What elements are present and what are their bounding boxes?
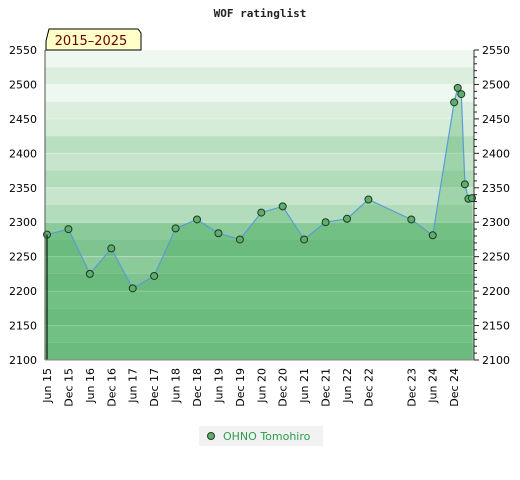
y-tick-label-right: 2500 xyxy=(482,78,510,91)
data-point-2025-02 xyxy=(457,90,466,99)
data-point-2021-06 xyxy=(300,235,309,244)
data-point-2025-03 xyxy=(460,180,469,189)
y-tick-label-right: 2400 xyxy=(482,147,510,160)
x-tick-label: Dec 21 xyxy=(320,368,333,407)
x-tick-label: Jun 17 xyxy=(127,368,140,404)
x-axis-labels: Jun 15 Dec 15 Jun 16 Dec 16 Jun 17 Dec 17 Jun … xyxy=(41,368,461,407)
period-badge: 2015–2025 xyxy=(45,28,142,51)
x-tick-label: Jun 18 xyxy=(170,368,183,404)
y-tick-label-left: 2550 xyxy=(9,44,37,57)
x-tick-label: Jun 19 xyxy=(212,368,225,404)
band xyxy=(45,153,474,171)
band xyxy=(45,50,474,68)
y-axis-right-labels: 2100 2150 2200 2250 2300 2350 2400 2450 2500 2550 xyxy=(482,44,510,367)
band xyxy=(45,256,474,274)
band xyxy=(45,308,474,326)
y-tick-label-right: 2150 xyxy=(482,320,510,333)
data-point-2025-01 xyxy=(453,83,462,92)
period-badge-text: 2015–2025 xyxy=(55,34,128,49)
y-tick-label-left: 2350 xyxy=(9,182,37,195)
band xyxy=(45,84,474,102)
data-point-2018-06 xyxy=(171,224,180,233)
y-tick-label-right: 2350 xyxy=(482,182,510,195)
band xyxy=(45,342,474,360)
data-point-2020-06 xyxy=(257,208,266,217)
band xyxy=(45,136,474,154)
chart-title: WOF ratinglist xyxy=(214,7,307,20)
band xyxy=(45,239,474,257)
y-tick-label-left: 2250 xyxy=(9,251,37,264)
data-point-2022-06 xyxy=(343,214,351,223)
x-tick-label: Dec 19 xyxy=(234,368,247,407)
y-tick-label-left: 2450 xyxy=(9,113,37,126)
band xyxy=(45,325,474,343)
y-tick-label-right: 2250 xyxy=(482,251,510,264)
axes xyxy=(44,49,479,361)
data-point-2024-12 xyxy=(450,98,459,107)
y-tick-label-left: 2400 xyxy=(9,147,37,160)
x-tick-label: Jun 24 xyxy=(427,368,440,404)
y-tick-label-left: 2300 xyxy=(9,216,37,229)
x-tick-label: Jun 15 xyxy=(41,368,54,404)
band xyxy=(45,291,474,309)
data-point-2016-12 xyxy=(107,244,116,253)
data-point-2017-12 xyxy=(150,271,159,280)
band xyxy=(45,118,474,137)
y-tick-label-left: 2500 xyxy=(9,78,37,91)
legend-entry: OHNO Tomohiro xyxy=(223,430,311,443)
y-tick-label-right: 2200 xyxy=(482,285,510,298)
x-tick-label: Jun 20 xyxy=(255,368,268,404)
legend: OHNO Tomohiro xyxy=(199,426,323,446)
band xyxy=(45,101,474,119)
data-point-2020-12 xyxy=(278,202,287,211)
x-tick-label: Dec 20 xyxy=(277,368,290,407)
data-point-2021-12 xyxy=(321,218,330,227)
y-tick-label-left: 2200 xyxy=(9,285,37,298)
y-tick-label-left: 2150 xyxy=(9,320,37,333)
data-point-2018-12 xyxy=(193,215,201,224)
x-tick-label: Dec 24 xyxy=(448,368,461,407)
x-tick-label: Dec 22 xyxy=(362,368,375,407)
data-point-2016-06 xyxy=(85,269,94,278)
y-tick-label-right: 2550 xyxy=(482,44,510,57)
x-tick-label: Jun 16 xyxy=(84,368,97,404)
band xyxy=(45,170,474,188)
y-tick-label-right: 2100 xyxy=(482,354,510,367)
band xyxy=(45,187,474,205)
band xyxy=(45,67,474,85)
y-tick-label-left: 2100 xyxy=(9,354,37,367)
x-tick-label: Dec 17 xyxy=(148,368,161,407)
data-point-2015-12 xyxy=(64,225,73,234)
y-axis-left-labels: 2100 2150 2200 2250 2300 2350 2400 2450 2500 2550 xyxy=(9,44,37,367)
y-tick-label-right: 2300 xyxy=(482,216,510,229)
series-area xyxy=(47,87,472,361)
x-tick-label: Jun 21 xyxy=(298,368,311,404)
y-tick-label-right: 2450 xyxy=(482,113,510,126)
data-point-2022-12 xyxy=(364,195,373,204)
x-tick-label: Jun 22 xyxy=(341,368,354,404)
data-points xyxy=(43,83,476,293)
x-tick-label: Dec 18 xyxy=(191,368,204,407)
data-point-2017-06 xyxy=(128,284,137,293)
x-tick-label: Dec 16 xyxy=(105,368,118,407)
x-tick-label: Dec 23 xyxy=(405,368,418,407)
band xyxy=(45,222,474,240)
data-point-2024-06 xyxy=(428,231,437,240)
legend-marker xyxy=(207,432,215,440)
data-point-2019-12 xyxy=(235,235,244,244)
data-point-2023-12 xyxy=(407,215,416,224)
data-point-2019-06 xyxy=(214,229,223,238)
x-tick-label: Dec 15 xyxy=(62,368,75,407)
